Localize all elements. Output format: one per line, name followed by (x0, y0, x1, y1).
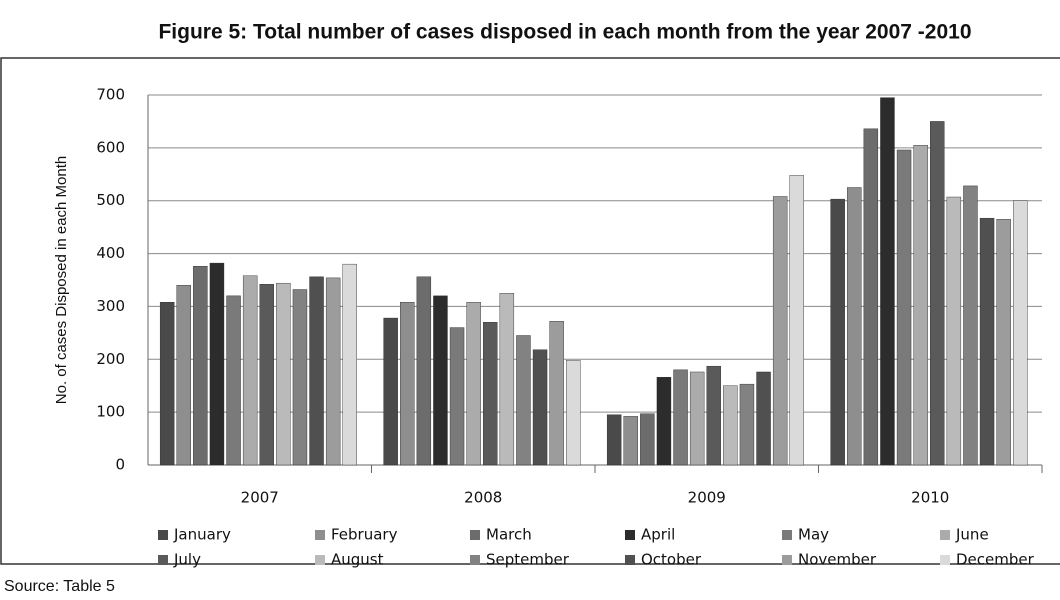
bar (549, 321, 564, 466)
y-tick-label: 200 (96, 350, 125, 368)
bar (863, 128, 879, 466)
bar (1013, 200, 1028, 466)
bar (499, 293, 515, 466)
legend-swatch (782, 530, 792, 540)
legend-label: December (956, 551, 1035, 569)
bar (400, 302, 415, 466)
bar (739, 383, 755, 466)
x-tick-label: 2007 (241, 489, 279, 507)
legend-label: November (798, 551, 877, 569)
legend-label: September (486, 551, 570, 569)
bar (830, 198, 845, 466)
frame (0, 57, 1060, 565)
bar (193, 266, 208, 466)
bar (756, 371, 771, 466)
bar (466, 302, 481, 466)
bar (292, 289, 308, 466)
bar (913, 145, 928, 466)
bar (930, 121, 945, 466)
bar (689, 371, 705, 466)
bar (483, 322, 498, 466)
legend-swatch (782, 555, 792, 565)
bar (226, 295, 241, 466)
y-axis-label: No. of cases Disposed in each Month (53, 156, 70, 404)
legend-swatch (315, 555, 325, 565)
bar (789, 175, 804, 466)
legend-swatch (158, 555, 168, 565)
y-tick-label: 600 (96, 138, 125, 156)
x-tick-label: 2008 (464, 489, 502, 507)
bar (325, 277, 341, 466)
bar (209, 262, 225, 466)
y-tick-label: 0 (115, 456, 125, 474)
legend-label: March (486, 526, 532, 544)
y-tick-label: 500 (96, 191, 125, 209)
bar (416, 276, 432, 466)
bar (896, 149, 912, 466)
chart-title: Figure 5: Total number of cases disposed… (158, 21, 971, 44)
bar (772, 196, 788, 466)
legend-swatch (315, 530, 325, 540)
bar (259, 284, 274, 466)
source-note: Source: Table 5 (4, 578, 115, 595)
bar (342, 263, 357, 466)
legend-label: January (173, 526, 231, 544)
legend-label: June (955, 526, 989, 544)
legend-swatch (158, 530, 168, 540)
bar (723, 385, 738, 466)
legend-swatch (470, 555, 480, 565)
legend-swatch (470, 530, 480, 540)
bar (449, 327, 465, 466)
bar (946, 196, 962, 466)
y-tick-label: 300 (96, 297, 125, 315)
legend-swatch (940, 555, 950, 565)
legend-swatch (625, 555, 635, 565)
bar (433, 295, 448, 466)
bar (242, 275, 258, 466)
bar (309, 276, 324, 466)
bar (623, 416, 638, 466)
bar (532, 349, 548, 466)
bar (176, 285, 191, 466)
bar (516, 335, 531, 466)
legend-label: February (331, 526, 398, 544)
bar (656, 377, 672, 466)
legend-swatch (625, 530, 635, 540)
y-tick-label: 400 (96, 244, 125, 262)
bar (963, 185, 978, 466)
legend-swatch (940, 530, 950, 540)
bar (566, 360, 581, 466)
bar (159, 302, 175, 466)
bar (996, 219, 1011, 466)
bar (847, 187, 862, 466)
y-tick-label: 700 (96, 86, 125, 104)
bar (880, 97, 895, 466)
bar (383, 317, 398, 466)
y-tick-label: 100 (96, 403, 125, 421)
legend-label: October (641, 551, 702, 569)
bar (276, 282, 291, 466)
bar (640, 413, 655, 466)
x-tick-label: 2009 (688, 489, 726, 507)
bar (606, 414, 622, 466)
bar (706, 365, 721, 466)
legend-label: July (173, 551, 201, 569)
bar (979, 217, 995, 466)
legend-label: April (641, 526, 675, 544)
bar (673, 369, 688, 466)
x-tick-label: 2010 (911, 489, 949, 507)
legend-label: May (798, 526, 829, 544)
legend-label: August (331, 551, 384, 569)
